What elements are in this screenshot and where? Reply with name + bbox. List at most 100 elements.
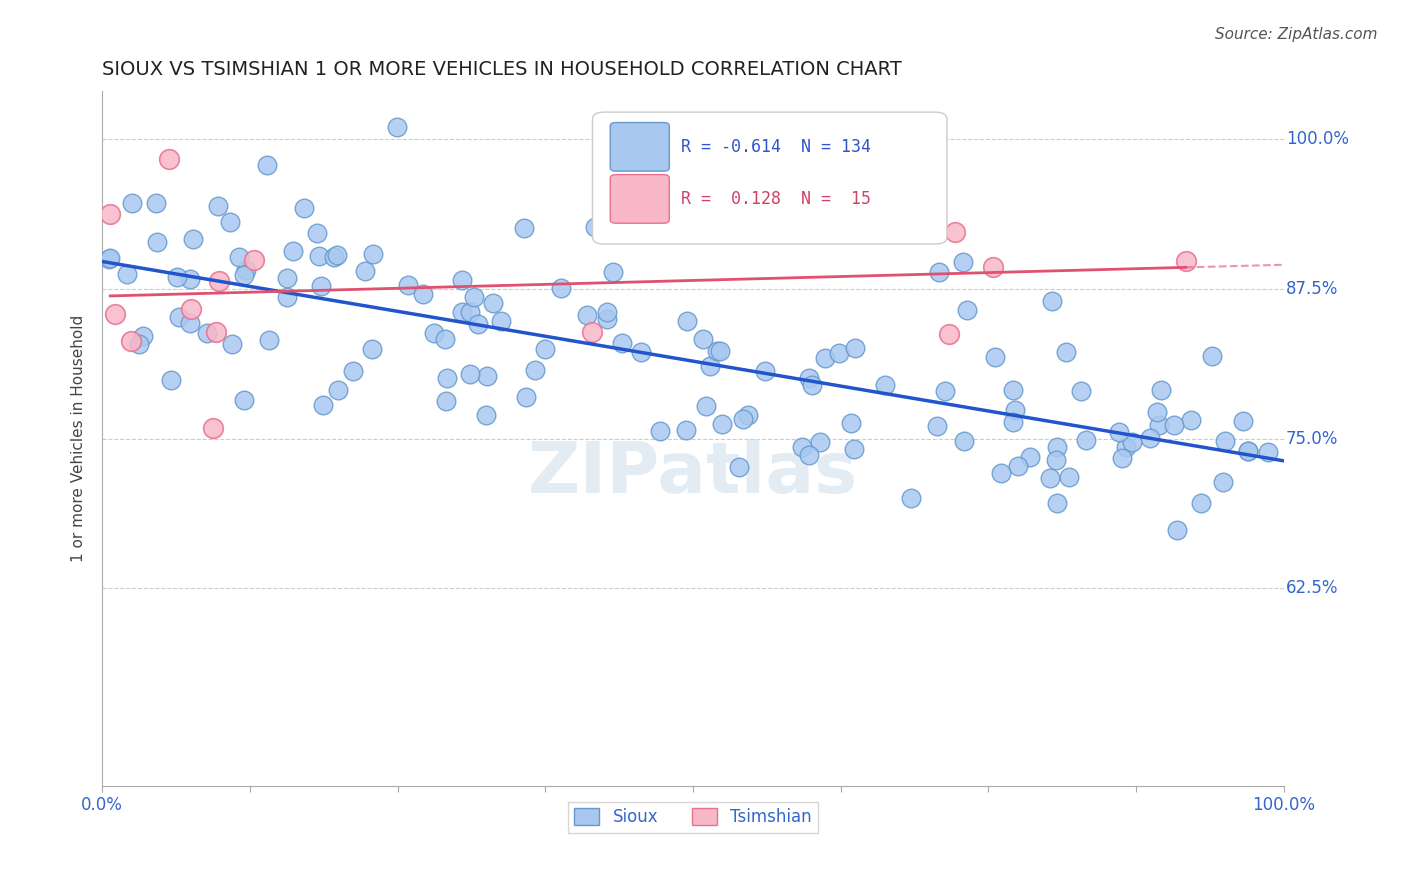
Sioux	[956, 302, 979, 317]
Tsimshian	[243, 252, 266, 267]
Sioux	[305, 227, 328, 241]
Sioux	[844, 341, 866, 355]
Tsimshian	[815, 223, 838, 237]
Sioux	[1039, 471, 1062, 485]
Sioux	[385, 120, 408, 135]
Sioux	[232, 392, 254, 407]
Sioux	[235, 263, 257, 277]
Sioux	[467, 317, 489, 331]
Y-axis label: 1 or more Vehicles in Household: 1 or more Vehicles in Household	[72, 315, 86, 562]
Sioux	[160, 373, 183, 387]
Tsimshian	[98, 206, 121, 220]
Sioux	[984, 351, 1007, 365]
Sioux	[1180, 413, 1202, 427]
Sioux	[515, 390, 537, 404]
Sioux	[1057, 469, 1080, 483]
Sioux	[1189, 496, 1212, 510]
Tsimshian	[208, 274, 231, 288]
Sioux	[433, 332, 456, 346]
Sioux	[257, 333, 280, 347]
Sioux	[676, 314, 699, 328]
Text: 75.0%: 75.0%	[1286, 430, 1339, 448]
Sioux	[1007, 459, 1029, 474]
Sioux	[489, 314, 512, 328]
Sioux	[436, 371, 458, 385]
Sioux	[648, 425, 671, 439]
Sioux	[596, 312, 619, 326]
Sioux	[695, 399, 717, 413]
Sioux	[146, 235, 169, 249]
Sioux	[326, 383, 349, 397]
Sioux	[699, 359, 721, 373]
Sioux	[900, 491, 922, 505]
Sioux	[1045, 452, 1067, 467]
Tsimshian	[1174, 253, 1197, 268]
Text: ZIPatlas: ZIPatlas	[527, 439, 858, 508]
Text: 62.5%: 62.5%	[1286, 579, 1339, 598]
Tsimshian	[981, 260, 1004, 274]
Sioux	[612, 336, 634, 351]
Tsimshian	[120, 334, 142, 349]
Sioux	[1215, 434, 1237, 448]
Sioux	[1074, 434, 1097, 448]
Sioux	[100, 251, 122, 265]
Tsimshian	[945, 225, 967, 239]
Sioux	[232, 268, 254, 282]
Sioux	[706, 344, 728, 359]
Sioux	[934, 384, 956, 398]
Sioux	[228, 250, 250, 264]
Sioux	[524, 363, 547, 377]
Sioux	[630, 344, 652, 359]
Tsimshian	[581, 325, 603, 339]
Sioux	[533, 342, 555, 356]
Sioux	[873, 377, 896, 392]
Sioux	[733, 411, 755, 425]
Sioux	[145, 196, 167, 211]
Sioux	[482, 296, 505, 310]
Sioux	[451, 304, 474, 318]
Sioux	[326, 248, 349, 262]
Sioux	[463, 290, 485, 304]
Tsimshian	[202, 420, 225, 434]
Sioux	[1149, 417, 1171, 432]
Sioux	[179, 317, 201, 331]
Tsimshian	[205, 325, 228, 339]
Sioux	[842, 442, 865, 457]
Sioux	[360, 342, 382, 356]
Text: SIOUX VS TSIMSHIAN 1 OR MORE VEHICLES IN HOUSEHOLD CORRELATION CHART: SIOUX VS TSIMSHIAN 1 OR MORE VEHICLES IN…	[103, 60, 903, 78]
Sioux	[207, 199, 229, 213]
Sioux	[1004, 402, 1026, 417]
Sioux	[342, 364, 364, 378]
Sioux	[596, 305, 619, 319]
Sioux	[709, 344, 731, 359]
Sioux	[952, 254, 974, 268]
Sioux	[808, 435, 831, 450]
Text: R = -0.614  N = 134: R = -0.614 N = 134	[681, 138, 872, 156]
Sioux	[814, 351, 837, 365]
Sioux	[927, 419, 949, 434]
Sioux	[1040, 293, 1063, 308]
Sioux	[115, 267, 138, 281]
Sioux	[797, 448, 820, 462]
Sioux	[221, 336, 243, 351]
Text: 100.0%: 100.0%	[1286, 130, 1348, 148]
Sioux	[353, 264, 375, 278]
Sioux	[790, 440, 813, 454]
Sioux	[1046, 496, 1069, 510]
Sioux	[308, 249, 330, 263]
Sioux	[1046, 440, 1069, 454]
Sioux	[1232, 414, 1254, 428]
Sioux	[434, 394, 457, 409]
Sioux	[1163, 418, 1185, 433]
Sioux	[711, 417, 734, 431]
Sioux	[1166, 523, 1188, 537]
Tsimshian	[938, 326, 960, 341]
Sioux	[276, 271, 298, 285]
Legend: Sioux, Tsimshian: Sioux, Tsimshian	[568, 802, 818, 833]
Sioux	[256, 158, 278, 172]
Sioux	[799, 371, 821, 385]
Sioux	[576, 308, 599, 322]
Sioux	[195, 326, 218, 341]
Sioux	[928, 265, 950, 279]
Sioux	[1257, 445, 1279, 459]
